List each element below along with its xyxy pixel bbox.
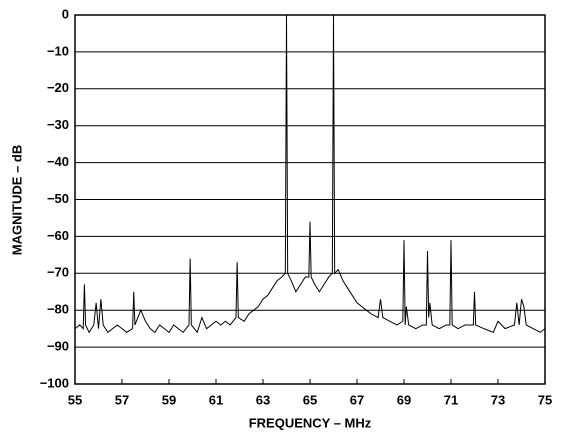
y-tick-label: −50 [47,191,69,206]
x-tick-label: 57 [115,392,129,407]
y-axis-label: MAGNITUDE – dB [9,145,24,256]
y-tick-label: −20 [47,80,69,95]
y-tick-label: −10 [47,43,69,58]
y-tick-label: −70 [47,265,69,280]
x-tick-label: 59 [162,392,176,407]
y-tick-label: −60 [47,228,69,243]
x-tick-label: 61 [209,392,223,407]
x-tick-label: 65 [303,392,317,407]
spectrum-line [74,14,546,334]
y-tick-label: −30 [47,117,69,132]
x-tick-label: 55 [68,392,82,407]
plot-frame [74,14,546,385]
x-tick-label: 73 [491,392,505,407]
y-tick-label: −80 [47,302,69,317]
x-tick-label: 69 [397,392,411,407]
x-tick-label: 63 [256,392,270,407]
x-tick-label: 67 [350,392,364,407]
x-tick-label: 75 [538,392,552,407]
y-tick-label: −100 [40,375,69,390]
x-tick-label: 71 [444,392,458,407]
y-tick-label: −90 [47,339,69,354]
y-tick-label: −40 [47,154,69,169]
y-tick-label: 0 [62,6,69,21]
x-axis-label: FREQUENCY – MHz [249,415,372,430]
